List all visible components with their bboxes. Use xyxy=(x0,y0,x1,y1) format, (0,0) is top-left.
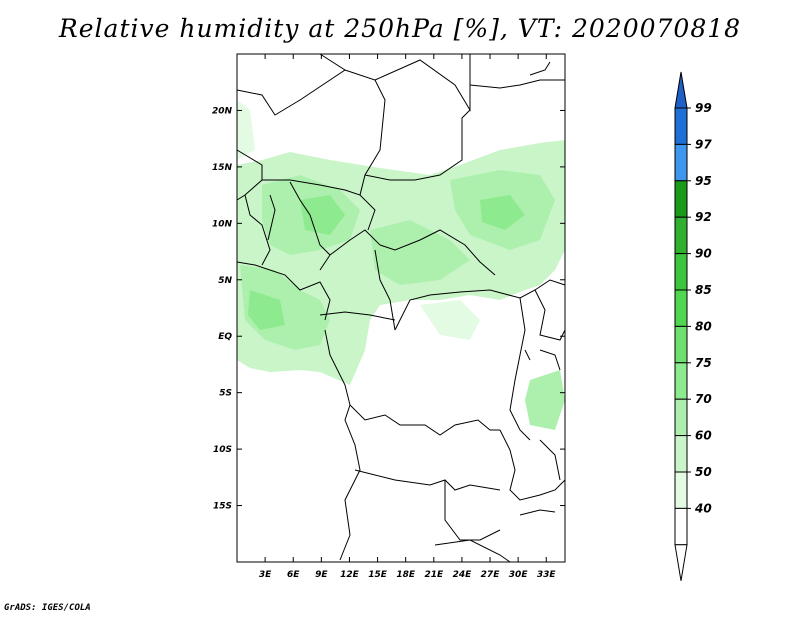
colorbar-label: 92 xyxy=(695,210,712,224)
colorbar-swatch xyxy=(674,253,688,291)
colorbar-top-arrow xyxy=(674,71,688,109)
latitude-axis: 20N 15N 10N 5N EQ 5S 10S 15S xyxy=(212,106,565,512)
lat-tick-label: 15S xyxy=(213,502,232,512)
credit-text: GrADS: IGES/COLA xyxy=(4,603,91,613)
colorbar-label: 99 xyxy=(695,101,712,115)
lon-tick-label: 33E xyxy=(537,570,557,580)
colorbar-label: 75 xyxy=(695,356,712,370)
colorbar-label: 50 xyxy=(695,465,712,479)
lat-tick-label: EQ xyxy=(218,332,232,342)
colorbar-swatch xyxy=(674,143,688,182)
map-title: Relative humidity at 250hPa [%], VT: 202… xyxy=(58,14,742,43)
lat-tick-label: 5N xyxy=(218,276,232,286)
lat-tick-label: 20N xyxy=(212,106,233,116)
colorbar-label: 95 xyxy=(695,174,712,188)
lat-tick-label: 10N xyxy=(212,219,233,229)
lat-tick-label: 5S xyxy=(219,389,232,399)
lat-tick-label: 15N xyxy=(212,163,233,173)
colorbar-label: 40 xyxy=(694,501,712,515)
lon-tick-label: 9E xyxy=(315,570,328,580)
colorbar-swatch xyxy=(674,325,688,364)
map-frame xyxy=(236,53,566,563)
colorbar-label: 90 xyxy=(695,247,712,261)
colorbar-label: 85 xyxy=(695,283,712,297)
colorbar-swatch xyxy=(674,289,688,327)
lon-tick-label: 15E xyxy=(368,570,388,580)
colorbar-swatch xyxy=(674,398,688,437)
colorbar-swatch xyxy=(674,435,688,473)
lat-tick-label: 10S xyxy=(213,445,232,455)
colorbar-swatch xyxy=(674,362,688,400)
colorbar-label: 60 xyxy=(695,429,712,443)
colorbar-swatch xyxy=(674,216,688,255)
country-borders xyxy=(236,53,566,563)
colorbar: 99 97 95 92 90 85 80 75 70 60 50 40 xyxy=(674,71,712,581)
humidity-field xyxy=(237,100,565,430)
colorbar-swatch xyxy=(674,471,688,509)
lon-tick-label: 24E xyxy=(453,570,473,580)
lon-tick-label: 21E xyxy=(424,570,444,580)
colorbar-swatch xyxy=(674,507,688,546)
lon-tick-label: 6E xyxy=(287,570,300,580)
lon-tick-label: 18E xyxy=(396,570,416,580)
lon-tick-label: 3E xyxy=(259,570,272,580)
colorbar-label: 80 xyxy=(695,319,712,333)
lon-tick-label: 27E xyxy=(481,570,501,580)
colorbar-swatch xyxy=(674,107,688,145)
colorbar-swatch xyxy=(674,180,688,218)
lon-tick-label: 12E xyxy=(340,570,360,580)
colorbar-bottom-arrow xyxy=(674,544,688,581)
longitude-axis: 3E 6E 9E 12E 15E 18E 21E 24E 27E 30E 33E xyxy=(259,54,557,580)
lon-tick-label: 30E xyxy=(509,570,529,580)
colorbar-label: 97 xyxy=(695,137,712,151)
colorbar-label: 70 xyxy=(695,392,712,406)
